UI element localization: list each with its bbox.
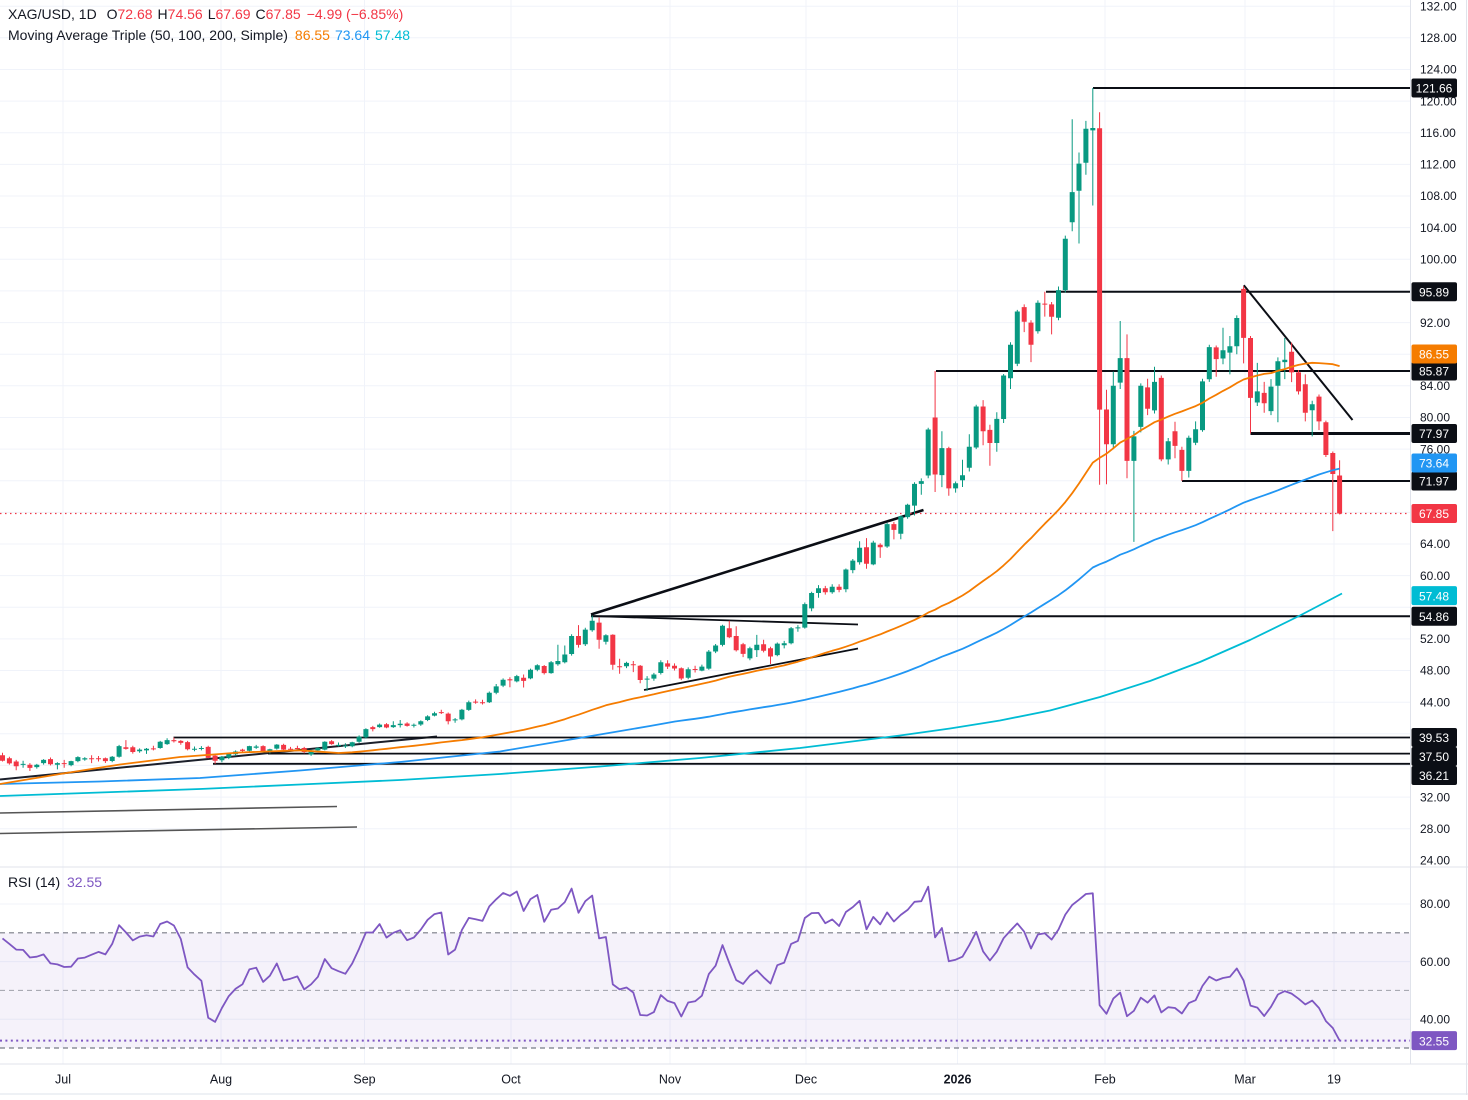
svg-text:76.00: 76.00 xyxy=(1420,442,1450,456)
svg-text:52.00: 52.00 xyxy=(1420,632,1450,646)
svg-text:2026: 2026 xyxy=(944,1073,972,1087)
svg-text:128.00: 128.00 xyxy=(1420,31,1457,45)
svg-text:100.00: 100.00 xyxy=(1420,253,1457,267)
svg-text:24.00: 24.00 xyxy=(1420,854,1450,868)
svg-text:120.00: 120.00 xyxy=(1420,94,1457,108)
svg-text:44.00: 44.00 xyxy=(1420,695,1450,709)
svg-text:124.00: 124.00 xyxy=(1420,63,1457,77)
svg-text:112.00: 112.00 xyxy=(1420,158,1456,172)
svg-text:86.55: 86.55 xyxy=(1419,348,1449,362)
svg-text:92.00: 92.00 xyxy=(1420,316,1450,330)
svg-text:Nov: Nov xyxy=(659,1073,682,1087)
svg-text:73.64: 73.64 xyxy=(1419,457,1449,471)
svg-text:Feb: Feb xyxy=(1094,1073,1116,1087)
svg-text:67.85: 67.85 xyxy=(1419,507,1449,521)
svg-text:Oct: Oct xyxy=(501,1073,521,1087)
svg-text:39.53: 39.53 xyxy=(1419,731,1449,745)
svg-text:85.87: 85.87 xyxy=(1419,365,1449,379)
svg-text:104.00: 104.00 xyxy=(1420,221,1457,235)
svg-text:64.00: 64.00 xyxy=(1420,537,1450,551)
svg-text:80.00: 80.00 xyxy=(1420,897,1450,911)
svg-text:Aug: Aug xyxy=(210,1073,232,1087)
svg-text:57.48: 57.48 xyxy=(1419,589,1449,603)
svg-text:80.00: 80.00 xyxy=(1420,411,1450,425)
svg-text:19: 19 xyxy=(1327,1073,1341,1087)
svg-text:60.00: 60.00 xyxy=(1420,569,1450,583)
svg-text:37.50: 37.50 xyxy=(1419,750,1449,764)
svg-text:RSI (14) 32.55: RSI (14) 32.55 xyxy=(8,874,102,890)
svg-text:48.00: 48.00 xyxy=(1420,664,1450,678)
svg-text:60.00: 60.00 xyxy=(1420,955,1450,969)
svg-text:32.55: 32.55 xyxy=(1419,1034,1449,1048)
svg-text:77.97: 77.97 xyxy=(1419,427,1449,441)
svg-text:Jul: Jul xyxy=(55,1073,71,1087)
svg-text:40.00: 40.00 xyxy=(1420,1012,1450,1026)
svg-text:54.86: 54.86 xyxy=(1419,610,1449,624)
svg-text:Moving Average Triple (50, 100: Moving Average Triple (50, 100, 200, Sim… xyxy=(8,27,410,43)
svg-text:84.00: 84.00 xyxy=(1420,379,1450,393)
svg-text:Sep: Sep xyxy=(353,1073,375,1087)
svg-text:Dec: Dec xyxy=(795,1073,817,1087)
svg-text:28.00: 28.00 xyxy=(1420,822,1450,836)
svg-text:95.89: 95.89 xyxy=(1419,286,1449,300)
svg-text:132.00: 132.00 xyxy=(1420,0,1457,13)
svg-text:36.21: 36.21 xyxy=(1419,769,1449,783)
svg-text:32.00: 32.00 xyxy=(1420,790,1450,804)
svg-text:121.66: 121.66 xyxy=(1416,82,1453,96)
svg-text:108.00: 108.00 xyxy=(1420,189,1457,203)
svg-text:Mar: Mar xyxy=(1234,1073,1256,1087)
svg-text:116.00: 116.00 xyxy=(1420,126,1456,140)
svg-text:71.97: 71.97 xyxy=(1419,475,1449,489)
